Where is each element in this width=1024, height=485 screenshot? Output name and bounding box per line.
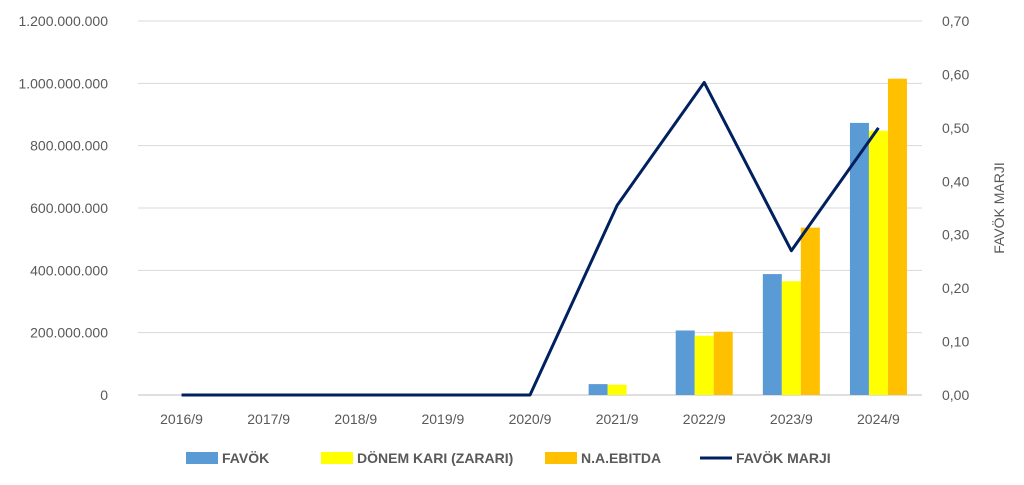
y-right-tick-label: 0,60	[942, 66, 969, 82]
bar-d-nem-kari-zarari-	[607, 384, 627, 395]
bar-fav-k	[675, 330, 695, 395]
y-right-tick-label: 0,30	[942, 227, 969, 243]
x-tick-label: 2024/9	[857, 411, 900, 427]
y-left-tick-label: 1.200.000.000	[18, 13, 108, 29]
bar-d-nem-kari-zarari-	[781, 281, 801, 395]
bar-n-a-ebitda	[713, 331, 733, 395]
y-left-tick-label: 400.000.000	[30, 262, 108, 278]
y-left-tick-label: 600.000.000	[30, 200, 108, 216]
legend-label: DÖNEM KARI (ZARARI)	[357, 450, 513, 466]
legend-label: FAVÖK	[222, 450, 269, 466]
bar-fav-k	[762, 274, 782, 395]
bar-d-nem-kari-zarari-	[694, 335, 714, 395]
line-favok-marji	[181, 80, 880, 397]
bar-n-a-ebitda	[887, 78, 907, 396]
y-left-tick-label: 800.000.000	[30, 138, 108, 154]
y-right-tick-label: 0,20	[942, 280, 969, 296]
legend-swatch	[186, 452, 218, 464]
x-tick-label: 2019/9	[421, 411, 464, 427]
y-left-tick-label: 1.000.000.000	[18, 75, 108, 91]
bar-fav-k	[588, 384, 608, 395]
x-tick-label: 2017/9	[247, 411, 290, 427]
x-tick-label: 2020/9	[509, 411, 552, 427]
legend-swatch	[321, 452, 353, 464]
x-tick-label: 2016/9	[160, 411, 203, 427]
y-right-tick-label: 0,70	[942, 13, 969, 29]
x-tick-label: 2021/9	[596, 411, 639, 427]
x-tick-label: 2018/9	[334, 411, 377, 427]
y-right-tick-label: 0,40	[942, 173, 969, 189]
bar-fav-k	[849, 122, 869, 395]
x-tick-label: 2022/9	[683, 411, 726, 427]
bar-d-nem-kari-zarari-	[868, 130, 888, 395]
y-right-axis-title: FAVÖK MARJI	[990, 162, 1007, 254]
x-tick-label: 2023/9	[770, 411, 813, 427]
y-left-tick-label: 0	[100, 387, 108, 403]
y-left-tick-label: 200.000.000	[30, 325, 108, 341]
legend-label: N.A.EBITDA	[581, 450, 661, 466]
y-right-tick-label: 0,10	[942, 334, 969, 350]
legend-swatch	[545, 452, 577, 464]
legend-label: FAVÖK MARJI	[736, 450, 831, 466]
bar-n-a-ebitda	[800, 227, 820, 395]
y-right-tick-label: 0,00	[942, 387, 969, 403]
y-right-tick-label: 0,50	[942, 120, 969, 136]
